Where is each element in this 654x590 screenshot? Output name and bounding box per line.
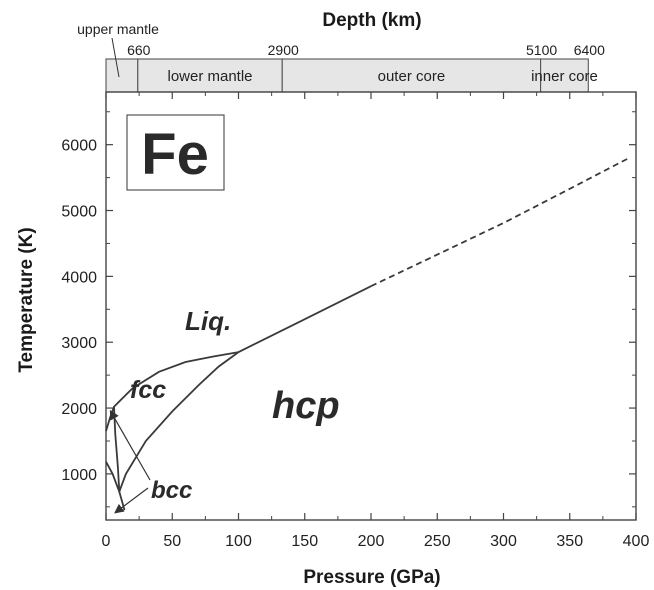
phase-label-bcc: bcc — [151, 477, 192, 504]
phase-boundary-line — [118, 351, 240, 493]
x-tick-label: 250 — [424, 533, 451, 550]
depth-tick-label: 6400 — [574, 42, 605, 58]
phase-boundary-line — [105, 461, 126, 511]
depth-axis-title: Depth (km) — [322, 10, 421, 31]
axis-ticks: 0 50 100 150 200 250 300 350 400 1000 2000 3000 4000… — [61, 92, 649, 550]
y-tick-label: 2000 — [61, 401, 97, 418]
bcc-arrow-upper — [109, 409, 151, 481]
phase-label-fcc: fcc — [130, 376, 166, 404]
depth-layer-label: lower mantle — [167, 68, 252, 85]
depth-tick-label: 2900 — [268, 42, 299, 58]
element-box: Fe — [126, 114, 225, 191]
x-tick-label: 350 — [556, 533, 583, 550]
bcc-arrow-lower — [114, 487, 149, 514]
x-tick-label: 300 — [490, 533, 517, 550]
depth-tick-label: 5100 — [526, 42, 557, 58]
x-tick-label: 200 — [358, 533, 385, 550]
phase-label-liquid: Liq. — [185, 306, 231, 336]
depth-layer-label: inner core — [531, 68, 598, 85]
element-box-frame — [126, 114, 225, 191]
depth-layer — [105, 58, 139, 93]
x-axis-title: Pressure (GPa) — [303, 567, 440, 588]
element-label: Fe — [141, 122, 209, 187]
x-tick-label: 150 — [291, 533, 318, 550]
x-tick-label: 50 — [163, 533, 181, 550]
y-tick-label: 4000 — [61, 269, 97, 286]
depth-bar: upper mantle lower mantle outer core inner … — [77, 21, 605, 93]
depth-layer-label: upper mantle — [77, 21, 159, 37]
y-axis-title: Temperature (K) — [16, 227, 37, 372]
y-tick-label: 3000 — [61, 335, 97, 352]
upper-mantle-pointer — [111, 37, 120, 78]
depth-tick-label: 660 — [127, 42, 151, 58]
x-tick-label: 100 — [225, 533, 252, 550]
depth-layer-label: outer core — [378, 68, 446, 85]
phase-label-hcp: hcp — [272, 385, 340, 427]
x-tick-label: 400 — [623, 533, 650, 550]
depth-layer — [281, 58, 542, 93]
y-tick-label: 5000 — [61, 204, 97, 221]
bcc-arrows — [109, 409, 151, 514]
y-tick-label: 1000 — [61, 467, 97, 484]
y-tick-label: 6000 — [61, 138, 97, 155]
phase-boundary-line — [370, 157, 630, 288]
x-tick-label: 0 — [102, 533, 111, 550]
